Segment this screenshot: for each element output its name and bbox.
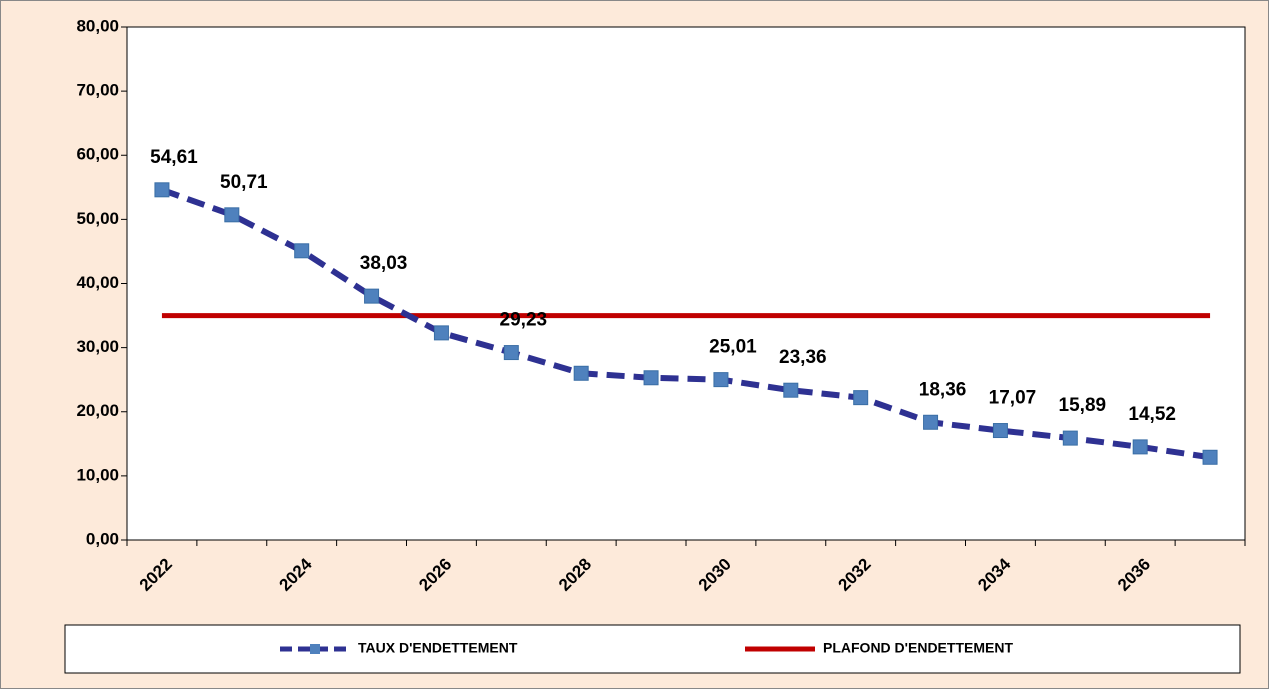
data-label: 29,23	[500, 310, 548, 331]
y-tick-label: 50,00	[76, 209, 119, 228]
legend-label: TAUX D'ENDETTEMENT	[358, 640, 518, 656]
y-tick-label: 20,00	[76, 401, 119, 420]
marker	[783, 382, 799, 398]
y-tick-label: 40,00	[76, 273, 119, 292]
data-label: 18,36	[919, 379, 967, 400]
marker	[503, 345, 519, 361]
y-tick-label: 30,00	[76, 337, 119, 356]
plot-area	[126, 26, 1246, 541]
y-tick-label: 70,00	[76, 81, 119, 100]
marker	[154, 182, 170, 198]
y-tick-label: 10,00	[76, 465, 119, 484]
y-tick-label: 80,00	[76, 16, 119, 35]
data-label: 17,07	[989, 388, 1037, 409]
marker	[364, 288, 380, 304]
legend-box	[64, 624, 1241, 674]
marker	[1132, 439, 1148, 455]
marker	[1202, 449, 1218, 465]
data-label: 23,36	[779, 347, 827, 368]
marker	[433, 325, 449, 341]
data-label: 15,89	[1059, 395, 1107, 416]
marker	[643, 370, 659, 386]
data-label: 54,61	[150, 147, 198, 168]
marker	[923, 414, 939, 430]
marker	[224, 207, 240, 223]
data-label: 14,52	[1128, 404, 1176, 425]
legend-label: PLAFOND D'ENDETTEMENT	[823, 640, 1013, 656]
data-label: 50,71	[220, 172, 268, 193]
series-line	[160, 186, 1211, 461]
marker	[573, 365, 589, 381]
data-label: 25,01	[709, 337, 757, 358]
data-label: 38,03	[360, 253, 408, 274]
y-tick-label: 0,00	[86, 529, 119, 548]
marker	[294, 243, 310, 259]
marker	[1062, 430, 1078, 446]
marker	[992, 423, 1008, 439]
y-tick-label: 60,00	[76, 145, 119, 164]
marker	[853, 390, 869, 406]
legend-marker	[310, 644, 320, 654]
marker	[713, 372, 729, 388]
